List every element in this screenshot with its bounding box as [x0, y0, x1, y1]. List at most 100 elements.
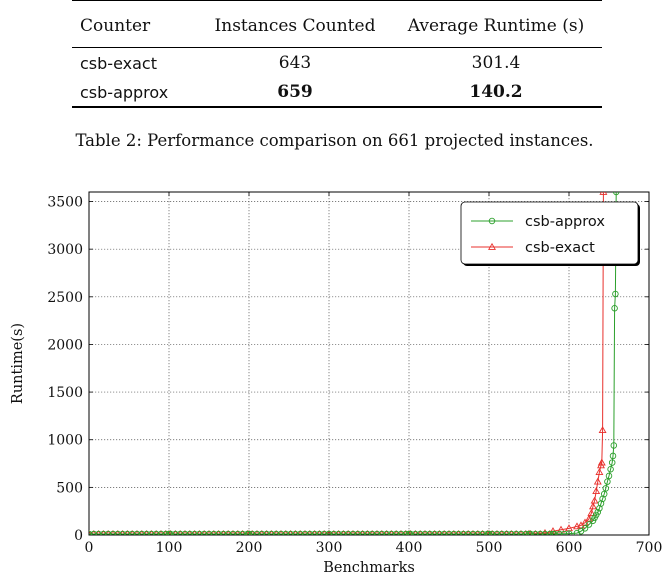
data-point	[595, 468, 604, 475]
data-point	[200, 530, 208, 535]
data-point	[205, 530, 213, 535]
cell-counter: csb-exact	[80, 53, 157, 73]
data-point	[248, 530, 256, 535]
cell-counter: csb-approx	[80, 82, 169, 102]
data-point	[172, 530, 179, 535]
data-point	[581, 518, 589, 526]
table-mid-rule	[72, 47, 602, 49]
data-point	[220, 530, 227, 535]
plot-frame	[88, 191, 650, 536]
data-point	[598, 426, 607, 434]
data-point	[557, 525, 565, 533]
data-point	[311, 530, 318, 535]
header-instances: Instances Counted	[214, 16, 376, 37]
data-point	[277, 530, 285, 535]
data-point	[287, 530, 294, 535]
data-point	[484, 530, 491, 535]
data-point	[301, 530, 309, 535]
data-point	[488, 530, 496, 535]
data-point	[565, 530, 573, 535]
series-csb-approx	[89, 192, 620, 535]
data-point	[474, 530, 482, 535]
data-point	[611, 304, 618, 312]
x-tick-label: 300	[316, 540, 343, 556]
data-point	[104, 530, 112, 535]
chart-legend: csb-approx csb-exact	[460, 201, 640, 266]
data-point	[498, 530, 506, 535]
data-point	[560, 530, 568, 535]
data-point	[607, 466, 614, 473]
data-point	[612, 192, 620, 196]
data-point	[590, 496, 599, 504]
y-tick-label: 2000	[47, 337, 83, 353]
data-point	[412, 530, 419, 535]
table-header-row: Counter Instances Counted Average Runtim…	[72, 1, 602, 47]
results-table: Counter Instances Counted Average Runtim…	[72, 0, 602, 108]
data-point	[335, 530, 342, 535]
x-axis-label: Benchmarks	[323, 560, 415, 576]
data-point	[181, 530, 189, 535]
data-point	[128, 530, 136, 535]
data-point	[296, 530, 304, 535]
y-tick-label: 3000	[47, 242, 83, 258]
data-point	[589, 502, 597, 510]
data-point	[522, 530, 530, 535]
y-tick-label: 1500	[47, 385, 83, 401]
legend-marker	[488, 242, 496, 250]
x-tick-label: 400	[396, 540, 423, 556]
data-point	[340, 530, 347, 535]
x-tick-label: 100	[156, 540, 183, 556]
data-point	[373, 530, 381, 535]
data-point	[445, 530, 453, 535]
data-point	[593, 477, 602, 485]
data-point	[258, 530, 266, 535]
data-point	[359, 530, 366, 535]
y-tick-label: 1000	[47, 433, 83, 449]
data-point	[594, 508, 602, 516]
data-point	[546, 530, 554, 535]
x-tick-label: 200	[236, 540, 263, 556]
data-point	[210, 530, 218, 535]
x-tick-label: 600	[556, 540, 583, 556]
data-point	[464, 530, 472, 535]
data-point	[460, 530, 467, 535]
y-tick-label: 0	[74, 528, 83, 544]
data-point	[292, 530, 299, 535]
data-point	[90, 530, 98, 535]
data-point	[162, 530, 170, 535]
data-point	[124, 530, 131, 535]
data-point	[344, 530, 352, 535]
data-point	[364, 530, 371, 535]
data-point	[330, 530, 338, 535]
data-point	[532, 530, 539, 535]
cell-instances: 643	[278, 53, 312, 74]
data-point	[224, 530, 232, 535]
data-point	[608, 459, 616, 466]
data-point	[234, 530, 242, 535]
data-point	[239, 530, 246, 535]
data-point	[152, 530, 160, 535]
data-point	[402, 530, 410, 535]
data-point	[421, 530, 429, 535]
data-point	[119, 530, 126, 535]
data-point	[263, 530, 270, 535]
data-point	[157, 530, 165, 535]
data-point	[508, 530, 515, 535]
data-point	[503, 530, 510, 535]
data-point	[512, 530, 520, 535]
x-tick-label: 500	[476, 540, 503, 556]
header-counter: Counter	[80, 16, 151, 37]
y-tick-label: 2500	[47, 290, 83, 306]
data-point	[215, 530, 222, 535]
data-point	[176, 530, 184, 535]
data-point	[253, 530, 261, 535]
table-caption: Table 2: Performance comparison on 661 p…	[75, 131, 594, 150]
data-point	[612, 290, 619, 298]
data-point	[431, 530, 438, 535]
data-point	[605, 472, 613, 480]
data-point	[349, 530, 357, 535]
data-point	[109, 530, 117, 535]
data-point	[378, 530, 386, 535]
data-point	[100, 530, 107, 535]
legend-box	[460, 201, 639, 265]
